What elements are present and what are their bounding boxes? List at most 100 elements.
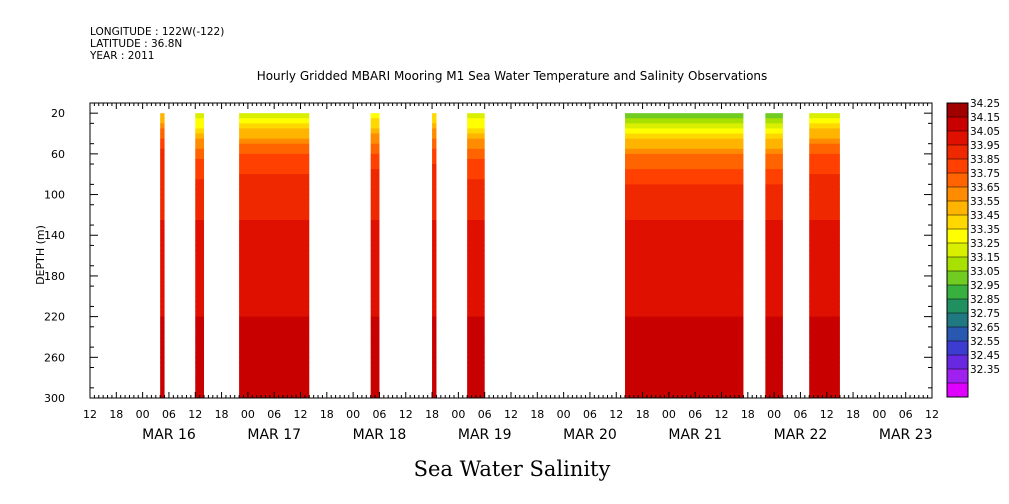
data-cell xyxy=(239,260,310,267)
data-cell xyxy=(809,392,840,399)
data-cell xyxy=(765,255,783,262)
data-cell xyxy=(160,230,165,236)
data-cell xyxy=(160,209,165,216)
data-cell xyxy=(625,235,744,241)
data-cell xyxy=(467,311,485,318)
data-cell xyxy=(625,362,744,368)
data-cell xyxy=(809,204,840,211)
data-cell xyxy=(160,387,165,394)
data-cell xyxy=(195,382,205,389)
data-cell xyxy=(625,184,744,190)
data-cell xyxy=(765,230,783,236)
data-cell xyxy=(809,306,840,313)
data-cell xyxy=(195,123,205,129)
data-cell xyxy=(370,204,380,211)
data-cell xyxy=(809,164,840,170)
data-cell xyxy=(195,367,205,374)
colorbar-swatch xyxy=(947,131,968,146)
x-tick-label: 06 xyxy=(583,408,597,421)
data-cell xyxy=(467,133,485,140)
data-cell xyxy=(239,169,310,175)
data-cell xyxy=(195,291,205,297)
data-cell xyxy=(239,367,310,374)
data-cell xyxy=(432,225,437,231)
data-cell xyxy=(625,357,744,363)
colorbar-label: 32.45 xyxy=(970,350,1000,362)
data-cell xyxy=(432,347,437,353)
data-cell xyxy=(370,179,380,185)
data-cell xyxy=(195,235,205,241)
data-cell xyxy=(239,179,310,185)
data-cell xyxy=(765,291,783,297)
data-cell xyxy=(195,225,205,231)
colorbar-label: 34.15 xyxy=(970,112,1000,124)
data-cell xyxy=(432,128,437,135)
data-cell xyxy=(432,377,437,384)
data-cell xyxy=(239,143,310,150)
data-cell xyxy=(432,296,437,302)
x-tick-label: 18 xyxy=(425,408,439,421)
data-cell xyxy=(432,392,437,399)
colorbar-label: 34.25 xyxy=(970,98,1000,110)
data-cell xyxy=(625,306,744,313)
data-cell xyxy=(809,169,840,175)
data-cell xyxy=(239,336,310,343)
data-cell xyxy=(765,296,783,302)
data-cell xyxy=(432,214,437,221)
y-tick-label: 60 xyxy=(51,148,65,161)
data-cell xyxy=(432,367,437,374)
data-cell xyxy=(195,372,205,379)
data-cell xyxy=(195,265,205,272)
data-cell xyxy=(160,199,165,206)
x-day-label: MAR 22 xyxy=(774,427,828,443)
data-cell xyxy=(195,316,205,323)
data-cell xyxy=(625,265,744,272)
data-cell xyxy=(432,143,437,150)
data-cell xyxy=(160,148,165,155)
data-cell xyxy=(625,219,744,226)
data-cell xyxy=(370,194,380,201)
data-cell xyxy=(432,372,437,379)
data-cell xyxy=(625,194,744,201)
y-tick-label: 100 xyxy=(44,189,65,202)
data-cell xyxy=(467,362,485,368)
data-cell xyxy=(625,392,744,399)
data-cell xyxy=(467,179,485,185)
data-cell xyxy=(195,133,205,140)
data-cell xyxy=(765,133,783,140)
data-cell xyxy=(432,275,437,282)
x-day-label: MAR 23 xyxy=(879,427,933,443)
data-cell xyxy=(809,219,840,226)
data-cell xyxy=(432,336,437,343)
data-cell xyxy=(239,230,310,236)
colorbar-label: 33.85 xyxy=(970,154,1000,166)
data-cell xyxy=(765,352,783,358)
x-tick-label: 12 xyxy=(504,408,518,421)
data-cell xyxy=(195,357,205,363)
data-cell xyxy=(195,164,205,170)
data-cell xyxy=(765,235,783,241)
data-cell xyxy=(432,311,437,318)
y-tick-label: 140 xyxy=(44,229,65,242)
data-cell xyxy=(160,286,165,292)
data-cell xyxy=(370,235,380,241)
data-cell xyxy=(625,260,744,267)
data-segment xyxy=(467,113,485,399)
x-tick-label: 00 xyxy=(872,408,886,421)
data-cell xyxy=(809,301,840,307)
data-cell xyxy=(467,225,485,231)
data-cell xyxy=(765,372,783,379)
data-cell xyxy=(625,214,744,221)
data-cell xyxy=(370,143,380,150)
data-cell xyxy=(809,138,840,145)
data-cell xyxy=(467,301,485,307)
data-cell xyxy=(625,326,744,333)
data-cell xyxy=(239,362,310,368)
data-cell xyxy=(160,392,165,399)
data-cell xyxy=(195,209,205,216)
data-cell xyxy=(625,189,744,196)
colorbar-label: 32.75 xyxy=(970,308,1000,320)
data-cell xyxy=(370,255,380,262)
data-cell xyxy=(239,184,310,190)
data-cell xyxy=(432,316,437,323)
